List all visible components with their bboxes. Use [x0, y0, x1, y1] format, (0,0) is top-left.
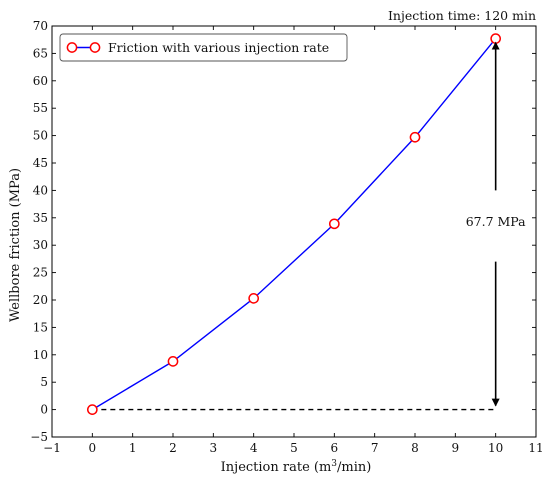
data-point [248, 293, 260, 304]
data-point [167, 356, 179, 367]
y-tick-label: 35 [33, 211, 48, 225]
x-tick-label: 8 [411, 441, 419, 455]
data-point [86, 404, 98, 415]
y-tick-label: 5 [40, 375, 48, 389]
x-tick-label: 11 [528, 441, 543, 455]
data-point [328, 218, 340, 230]
x-axis-title: Injection rate (m3/min) [221, 459, 372, 475]
chart-corner-note: Injection time: 120 min [388, 8, 536, 23]
legend-marker [89, 42, 101, 53]
x-tick-label: −1 [43, 441, 61, 455]
legend-marker [66, 42, 78, 53]
y-tick-label: 60 [33, 74, 48, 88]
y-tick-label: 70 [33, 19, 48, 33]
y-tick-label: 40 [33, 183, 48, 197]
y-tick-label: 15 [33, 320, 48, 334]
y-axis-title: Wellbore friction (MPa) [8, 168, 23, 322]
y-tick-label: 65 [33, 46, 48, 60]
y-tick-label: 0 [40, 403, 48, 417]
x-tick-label: 2 [169, 441, 177, 455]
x-tick-label: 0 [89, 441, 97, 455]
x-tick-label: 5 [290, 441, 298, 455]
annotation-label: 67.7 MPa [466, 214, 526, 229]
x-tick-label: 10 [488, 441, 503, 455]
y-tick-label: 45 [33, 156, 48, 170]
axes-frame [51, 25, 537, 438]
x-tick-label: 6 [331, 441, 339, 455]
y-tick-label: 10 [33, 348, 48, 362]
data-point [490, 33, 502, 44]
series-line [91, 38, 497, 411]
legend-box [59, 33, 348, 62]
x-tick-label: 1 [129, 441, 137, 455]
y-tick-label: 20 [33, 293, 48, 307]
y-tick-label: 25 [33, 266, 48, 280]
legend-label: Friction with various injection rate [108, 40, 329, 55]
y-tick-label: 30 [33, 238, 48, 252]
x-tick-label: 4 [250, 441, 258, 455]
x-tick-label: 3 [210, 441, 218, 455]
y-tick-label: 50 [33, 129, 48, 143]
y-tick-label: −5 [30, 430, 48, 444]
y-tick-label: 55 [33, 101, 48, 115]
x-tick-label: 7 [371, 441, 379, 455]
x-tick-label: 9 [452, 441, 460, 455]
data-point [409, 131, 421, 143]
plot-area: −1 0 1 2 3 4 5 6 7 8 9 10 11−50510152025303540455055… [30, 19, 543, 455]
